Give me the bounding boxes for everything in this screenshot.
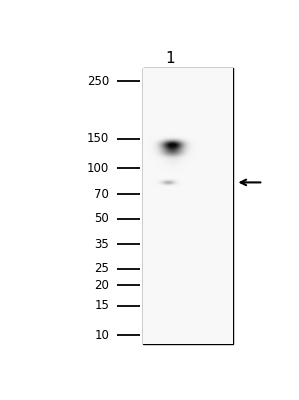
Text: 1: 1 <box>166 51 176 66</box>
Text: 250: 250 <box>87 75 109 88</box>
Text: 20: 20 <box>94 278 109 292</box>
Text: 150: 150 <box>87 132 109 145</box>
Text: 15: 15 <box>94 300 109 312</box>
Text: 100: 100 <box>87 162 109 175</box>
Text: 35: 35 <box>94 238 109 251</box>
FancyBboxPatch shape <box>143 68 233 344</box>
Text: 25: 25 <box>94 262 109 275</box>
FancyBboxPatch shape <box>143 68 233 344</box>
Text: 50: 50 <box>94 212 109 225</box>
Text: 70: 70 <box>94 188 109 201</box>
Text: 10: 10 <box>94 329 109 342</box>
